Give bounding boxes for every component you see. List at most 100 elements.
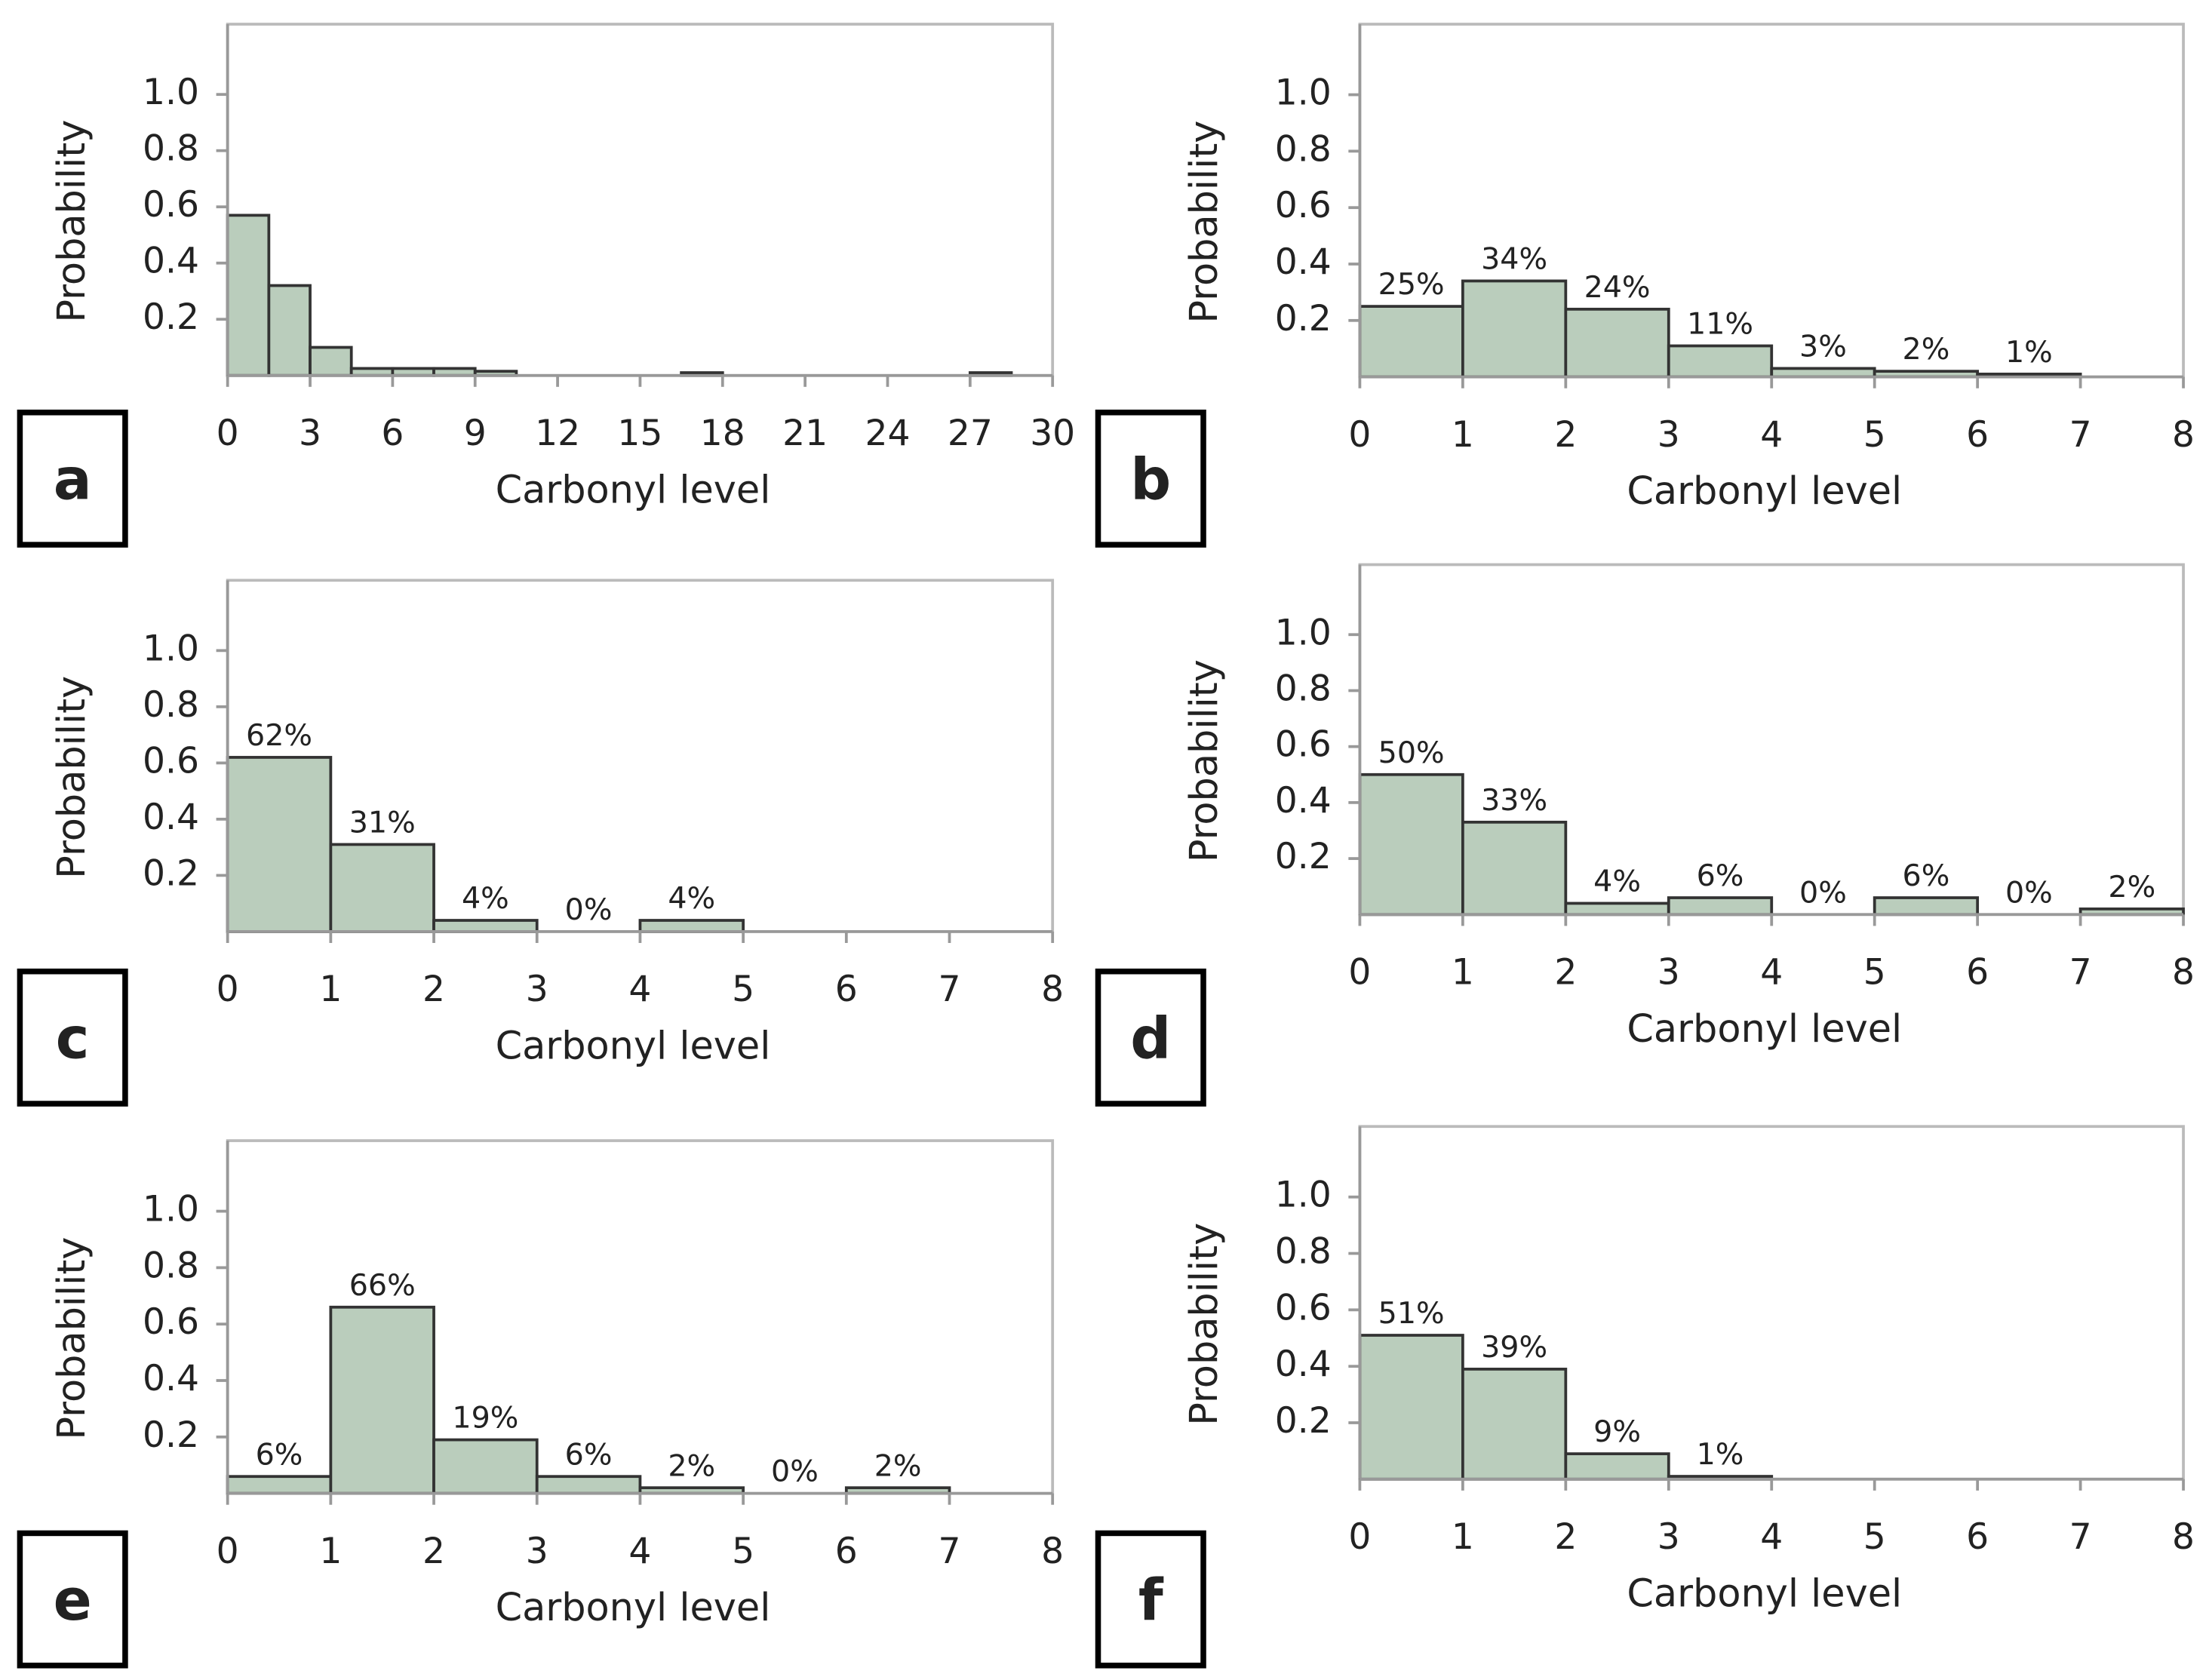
y-tick-label: 0.2 [143, 296, 199, 338]
x-tick-label: 7 [939, 969, 961, 1010]
y-axis-title: Probability [50, 676, 94, 879]
bar [1564, 307, 1670, 379]
x-tick-label: 6 [835, 969, 858, 1010]
x-tick-label: 3 [299, 413, 321, 454]
bar [1564, 901, 1670, 917]
x-tick-label: 3 [526, 1531, 548, 1572]
x-tick-label: 2 [1554, 951, 1577, 993]
x-tick-label: 27 [948, 413, 993, 454]
bar [1461, 279, 1568, 379]
value-label: 33% [1481, 783, 1547, 818]
panel-label-box [1095, 409, 1206, 548]
bar [535, 1475, 642, 1495]
bar [329, 1305, 435, 1495]
y-axis-title: Probability [1182, 659, 1227, 862]
x-tick-label: 0 [217, 413, 239, 454]
y-tick-label: 0.8 [143, 1245, 199, 1286]
y-tick-label: 0.6 [1275, 1287, 1332, 1328]
y-tick-label: 1.0 [143, 628, 199, 669]
panel-label: a [54, 447, 92, 513]
value-label: 4% [668, 881, 715, 916]
x-tick-label: 0 [1348, 414, 1371, 456]
value-label: 6% [1903, 858, 1950, 893]
y-tick-label: 1.0 [1275, 612, 1332, 653]
bar [309, 346, 353, 377]
bar [226, 756, 333, 933]
bar [638, 919, 745, 933]
panel-label-box [17, 1530, 128, 1669]
x-axis-title: Carbonyl level [1627, 1571, 1902, 1616]
value-label: 0% [2005, 875, 2053, 910]
chart-panel: 25% 34% 24% 11% 3% 2% 1% 0.2 0.4 0.6 0.8 1.0 0 1 2 3 4 5 6… [1095, 23, 2195, 548]
x-tick-label: 4 [1760, 1516, 1783, 1558]
value-label: 6% [565, 1437, 613, 1472]
y-tick-label: 0.8 [1275, 668, 1332, 709]
bar [432, 919, 539, 933]
x-tick-label: 1 [1452, 414, 1474, 456]
x-tick-label: 7 [939, 1531, 961, 1572]
y-tick-label: 0.6 [1275, 185, 1332, 226]
plot-frame [226, 23, 1055, 377]
x-tick-label: 2 [1554, 1516, 1577, 1558]
value-label: 1% [1697, 1437, 1744, 1472]
panel-label-box [17, 409, 128, 548]
bar [432, 1438, 539, 1495]
chart-panel: 6% 66% 19% 6% 2% 0% 2% 0.2 0.4 0.6 0.8 1.0 0 1 2 3 4 5 6 7 8… [17, 1139, 1064, 1669]
x-tick-label: 9 [464, 413, 487, 454]
x-tick-label: 7 [2069, 1516, 2092, 1558]
x-tick-label: 2 [422, 969, 445, 1010]
x-tick-label: 4 [628, 969, 651, 1010]
bar [1667, 896, 1774, 917]
y-tick-label: 0.2 [1275, 836, 1332, 877]
panel-label-box [17, 968, 128, 1107]
y-tick-label: 0.2 [1275, 298, 1332, 339]
x-tick-label: 21 [782, 413, 828, 454]
y-tick-label: 0.6 [143, 184, 199, 226]
x-tick-label: 2 [422, 1531, 445, 1572]
x-tick-label: 3 [526, 969, 548, 1010]
bar [1358, 1334, 1464, 1481]
x-tick-label: 24 [865, 413, 910, 454]
y-tick-label: 0.8 [143, 128, 199, 170]
y-tick-label: 0.8 [1275, 1231, 1332, 1273]
panel-label: b [1130, 447, 1171, 513]
value-label: 4% [462, 881, 509, 916]
x-tick-label: 8 [1041, 969, 1064, 1010]
bar [1461, 820, 1568, 917]
x-axis-title: Carbonyl level [496, 468, 771, 512]
x-tick-label: 5 [732, 1531, 754, 1572]
value-label: 0% [771, 1454, 819, 1489]
x-tick-label: 30 [1030, 413, 1075, 454]
value-label: 2% [874, 1448, 922, 1483]
panel-label-box [1095, 968, 1206, 1107]
x-tick-label: 7 [2069, 414, 2092, 456]
bar [267, 284, 312, 377]
y-tick-label: 0.4 [1275, 1344, 1332, 1385]
x-tick-label: 3 [1658, 414, 1680, 456]
y-tick-label: 0.8 [1275, 128, 1332, 170]
y-tick-label: 0.4 [1275, 241, 1332, 283]
value-label: 34% [1481, 242, 1547, 277]
x-tick-label: 0 [217, 969, 239, 1010]
y-tick-label: 1.0 [143, 72, 199, 113]
chart-panel: 62% 31% 4% 0% 4% 0.2 0.4 0.6 0.8 1.0 0 1 2 3 4 5 6 7 8 Carb… [17, 579, 1064, 1107]
y-tick-label: 1.0 [1275, 72, 1332, 114]
x-tick-label: 4 [628, 1531, 651, 1572]
value-label: 6% [256, 1437, 303, 1472]
x-tick-label: 8 [1041, 1531, 1064, 1572]
x-tick-label: 6 [1966, 414, 1989, 456]
y-tick-label: 0.8 [143, 684, 199, 726]
x-tick-label: 5 [1863, 951, 1886, 993]
x-axis-title: Carbonyl level [1627, 1007, 1902, 1052]
chart-panel: 50% 33% 4% 6% 0% 6% 0% 2% 0.2 0.4 0.6 0.8 1.0 0 1 2 3 4 5 6… [1095, 563, 2195, 1107]
x-tick-label: 6 [835, 1531, 858, 1572]
bar [226, 1475, 333, 1495]
x-tick-label: 15 [617, 413, 662, 454]
y-tick-label: 0.4 [143, 241, 199, 282]
x-tick-label: 6 [1966, 1516, 1989, 1558]
x-axis-title: Carbonyl level [496, 1024, 771, 1069]
value-label: 2% [668, 1448, 715, 1483]
x-tick-label: 2 [1554, 414, 1577, 456]
bar [1358, 772, 1464, 917]
